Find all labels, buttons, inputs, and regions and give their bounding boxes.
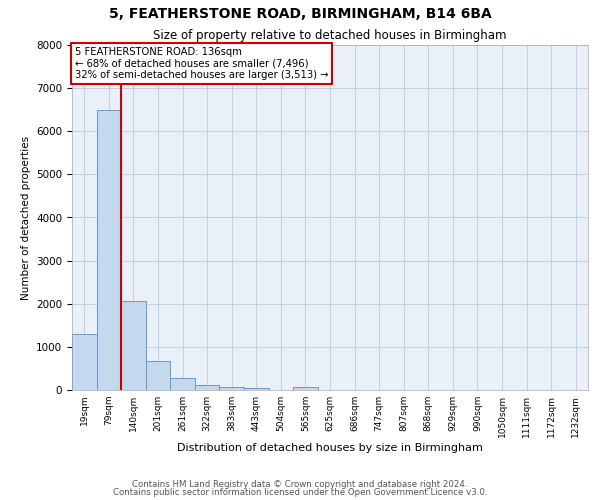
- X-axis label: Distribution of detached houses by size in Birmingham: Distribution of detached houses by size …: [177, 442, 483, 452]
- Bar: [244, 388, 269, 390]
- Bar: [146, 361, 170, 390]
- Bar: [170, 378, 195, 390]
- Bar: [72, 334, 97, 390]
- Bar: [293, 388, 318, 390]
- Text: 5 FEATHERSTONE ROAD: 136sqm
← 68% of detached houses are smaller (7,496)
32% of : 5 FEATHERSTONE ROAD: 136sqm ← 68% of det…: [74, 46, 328, 80]
- Bar: [121, 300, 146, 390]
- Text: Contains HM Land Registry data © Crown copyright and database right 2024.: Contains HM Land Registry data © Crown c…: [132, 480, 468, 489]
- Bar: [97, 110, 121, 390]
- Y-axis label: Number of detached properties: Number of detached properties: [20, 136, 31, 300]
- Bar: [220, 386, 244, 390]
- Title: Size of property relative to detached houses in Birmingham: Size of property relative to detached ho…: [153, 30, 507, 43]
- Text: Contains public sector information licensed under the Open Government Licence v3: Contains public sector information licen…: [113, 488, 487, 497]
- Text: 5, FEATHERSTONE ROAD, BIRMINGHAM, B14 6BA: 5, FEATHERSTONE ROAD, BIRMINGHAM, B14 6B…: [109, 8, 491, 22]
- Bar: [195, 385, 220, 390]
